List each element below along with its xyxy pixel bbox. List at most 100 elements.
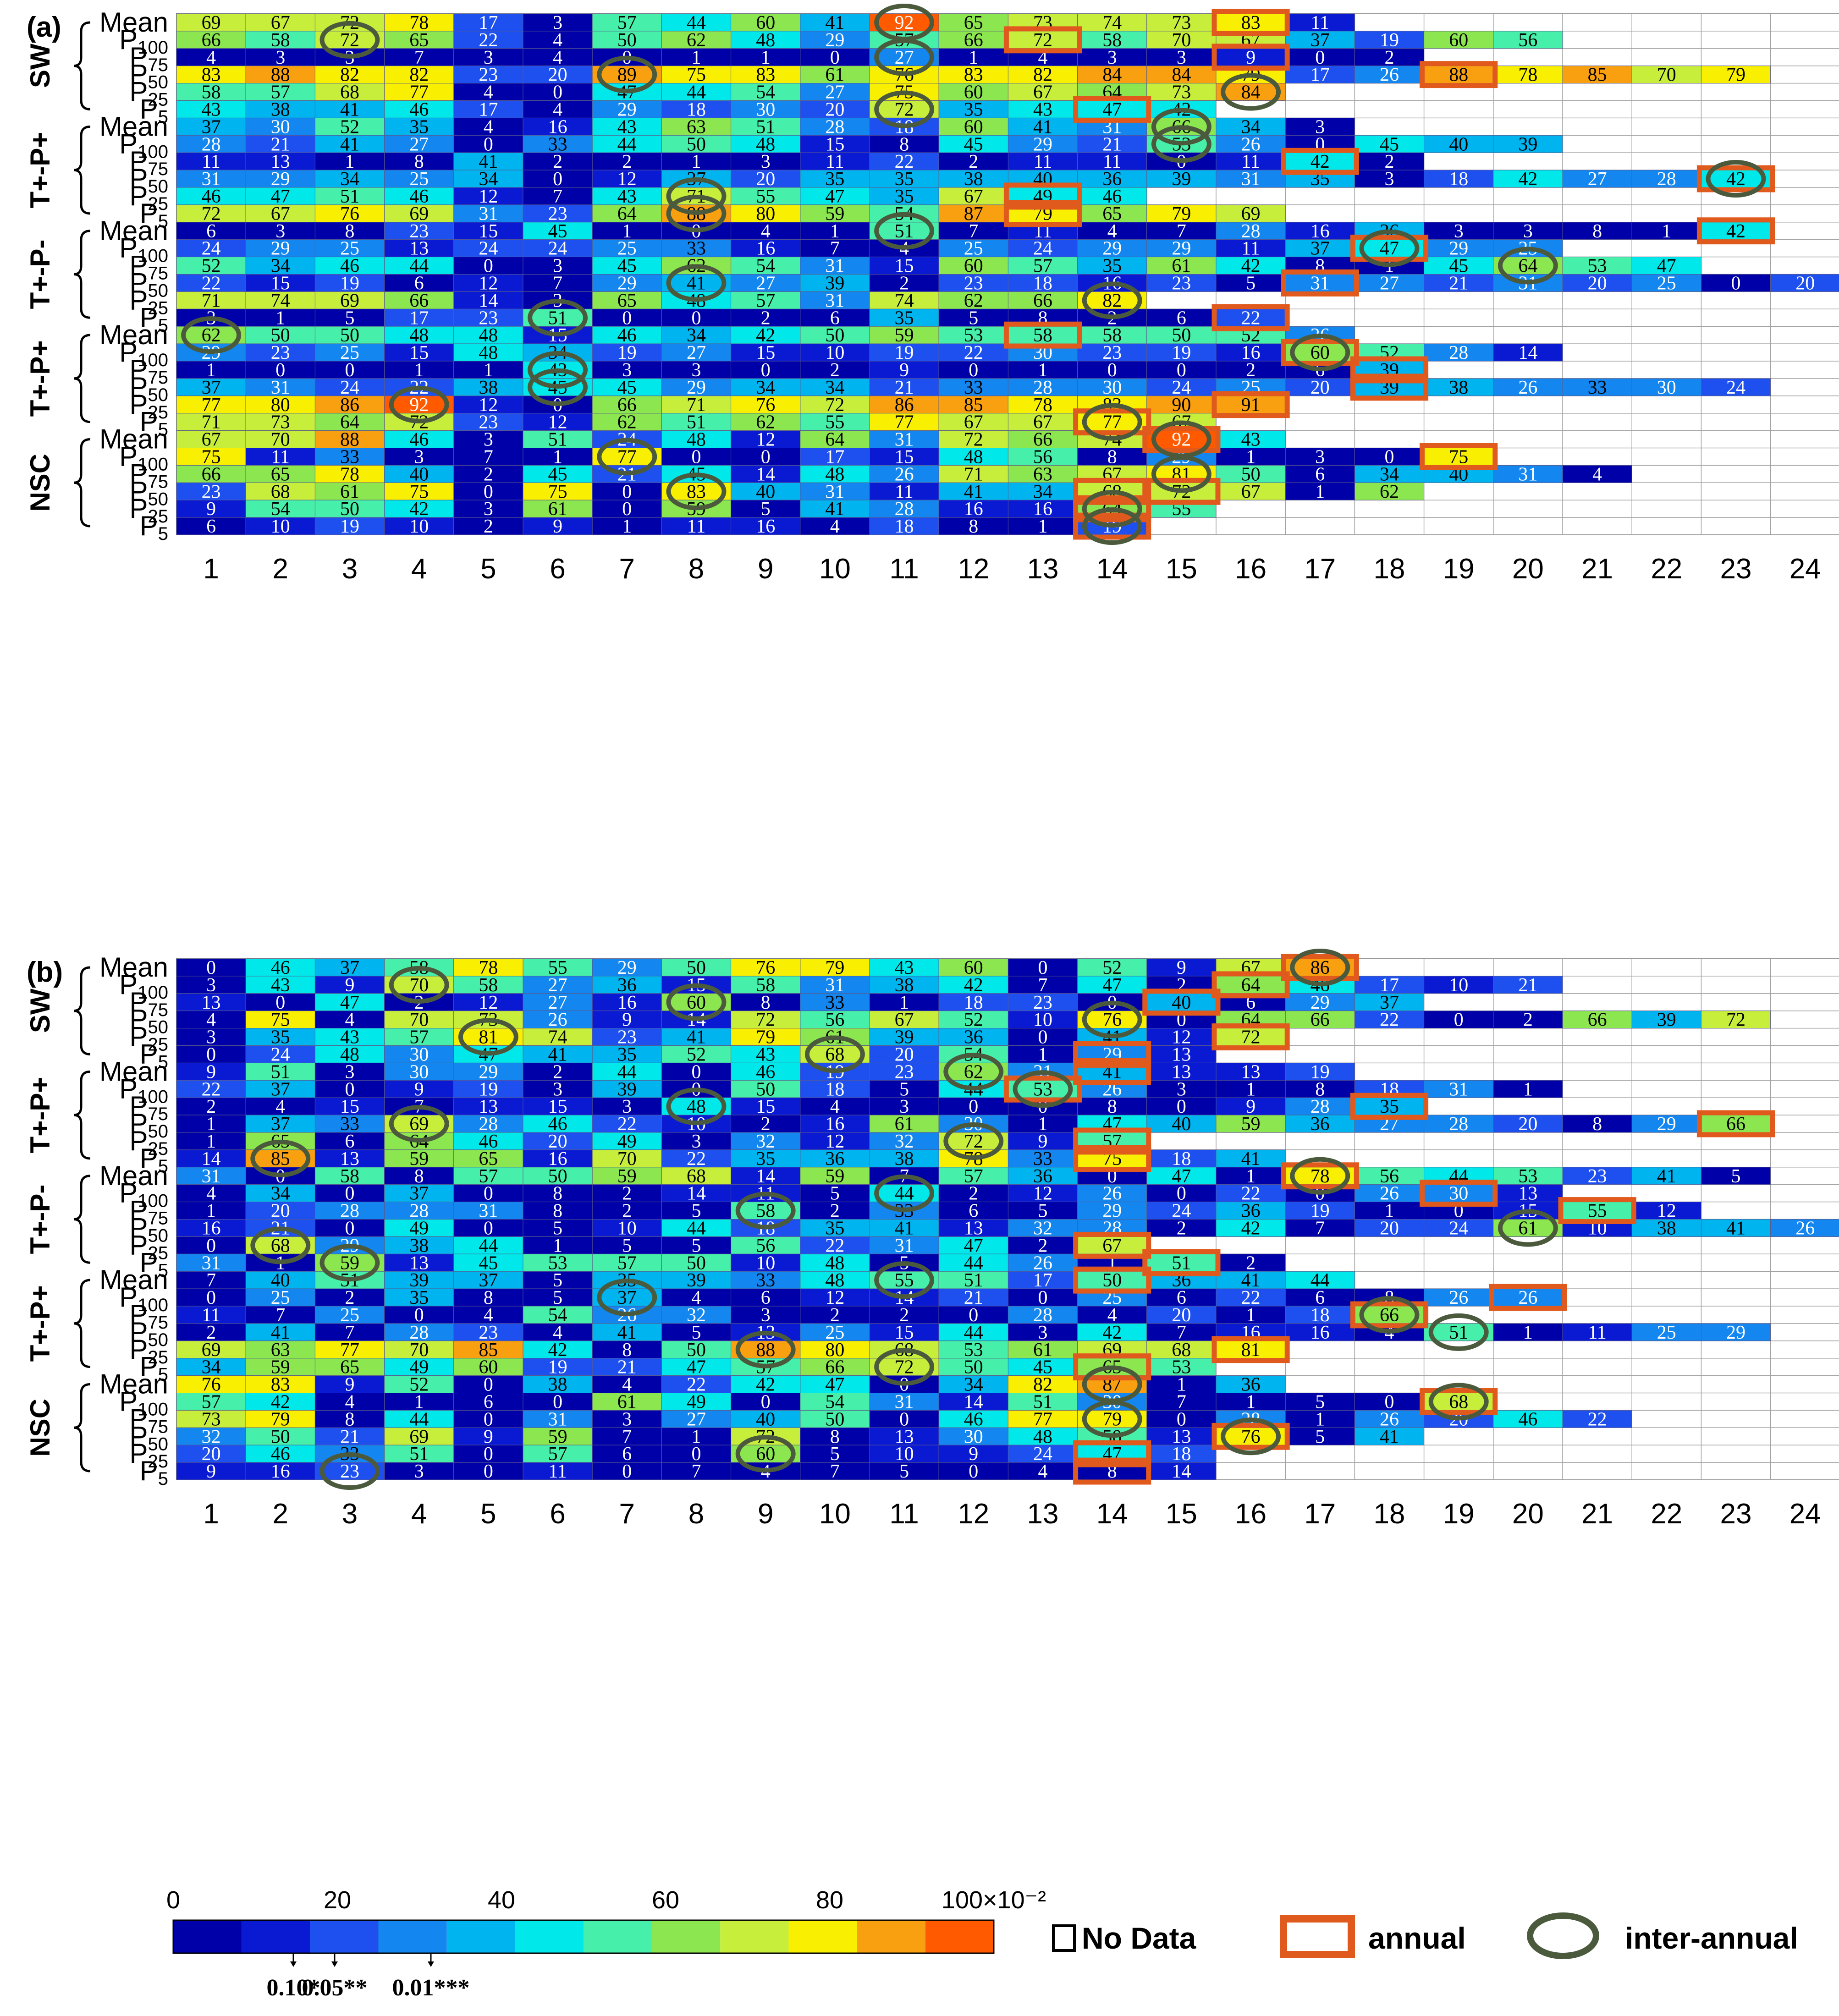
cell-value: 11 — [1588, 1322, 1606, 1343]
cell-value: 20 — [756, 169, 775, 190]
no-data-label: No Data — [1082, 1921, 1197, 1955]
heatmap-cell — [523, 222, 593, 240]
colorbar-bin — [242, 1920, 310, 1953]
heatmap-cell — [245, 239, 315, 258]
cell-value: 69 — [202, 12, 221, 33]
x-tick-label: 4 — [411, 1498, 427, 1530]
heatmap-cell — [938, 135, 1008, 153]
heatmap-cell — [869, 48, 939, 66]
x-tick-label: 1 — [203, 553, 219, 585]
heatmap-cell — [453, 135, 523, 153]
colorbar-bin — [446, 1920, 515, 1953]
cell-value: 69 — [1241, 203, 1261, 225]
cell-value: 1 — [1523, 1322, 1533, 1343]
colorbar-bin — [857, 1920, 925, 1953]
heatmap-cell — [523, 117, 593, 136]
group-brace — [73, 966, 91, 1055]
cell-value: 27 — [825, 82, 844, 103]
cell-value: 85 — [1588, 65, 1607, 86]
cell-value: 36 — [1310, 1114, 1330, 1135]
cell-value: 61 — [825, 65, 844, 86]
cell-value: 21 — [1449, 273, 1468, 294]
cell-value: 57 — [271, 82, 290, 103]
cell-value: 58 — [271, 30, 290, 51]
group-brace — [73, 334, 91, 423]
cell-value: 76 — [340, 203, 359, 225]
heatmap-cell — [384, 152, 454, 170]
heatmap-cell — [800, 239, 870, 258]
cell-value: 26 — [1241, 134, 1261, 155]
cell-value: 41 — [1033, 116, 1052, 137]
cell-value: 0 — [484, 1461, 493, 1482]
heatmap-cell — [800, 13, 870, 32]
cell-value: 20 — [1795, 273, 1815, 294]
heatmap-cell — [523, 239, 593, 258]
heatmap-cell — [245, 222, 315, 240]
cell-value: 22 — [1588, 1409, 1607, 1430]
cell-value: 7 — [414, 47, 424, 68]
heatmap-cell — [938, 100, 1008, 118]
cell-value: 20 — [1518, 1114, 1537, 1135]
cell-value: 9 — [1246, 47, 1255, 68]
colorbar-bin — [925, 1920, 994, 1953]
cell-value: 91 — [1241, 395, 1261, 416]
cell-value: 29 — [1033, 134, 1052, 155]
x-tick-label: 20 — [1512, 1498, 1544, 1530]
heatmap-cell — [1701, 170, 1771, 188]
cell-value: 11 — [1311, 12, 1329, 33]
cell-value: 22 — [1380, 1010, 1399, 1031]
cell-value: 9 — [206, 1461, 216, 1482]
group-brace — [73, 21, 91, 110]
heatmap-cell — [176, 152, 246, 170]
cell-value: 8 — [414, 151, 424, 172]
x-tick-label: 23 — [1720, 1498, 1752, 1530]
cell-value: 5 — [899, 1461, 909, 1482]
heatmap-cell — [800, 170, 870, 188]
x-tick-label: 12 — [958, 1498, 989, 1530]
heatmap-cell — [592, 170, 662, 188]
group-brace — [73, 230, 91, 319]
cell-value: 74 — [1102, 12, 1122, 33]
cell-value: 24 — [1033, 238, 1052, 259]
colorbar-tick-label: 20 — [324, 1886, 351, 1914]
cell-value: 4 — [830, 516, 840, 537]
cell-value: 25 — [964, 238, 983, 259]
heatmap-cell — [731, 117, 801, 136]
heatmap-cell — [245, 170, 315, 188]
cell-value: 27 — [895, 47, 914, 68]
cell-value: 25 — [617, 238, 637, 259]
heatmap-cell — [245, 100, 315, 118]
heatmap-cell — [938, 239, 1008, 258]
cell-value: 6 — [206, 221, 216, 242]
cell-value: 28 — [1657, 169, 1676, 190]
cell-value: 29 — [1726, 1322, 1745, 1343]
cell-value: 48 — [756, 134, 775, 155]
heatmap-cell — [938, 66, 1008, 84]
cell-value: 3 — [1107, 47, 1117, 68]
heatmap-cell — [245, 117, 315, 136]
cell-value: 43 — [617, 116, 637, 137]
cell-value: 4 — [1107, 221, 1117, 242]
cell-value: 67 — [1033, 82, 1052, 103]
group-label: NSC — [25, 454, 55, 512]
x-tick-label: 14 — [1096, 553, 1128, 585]
cell-value: 0 — [1315, 47, 1325, 68]
cell-value: 46 — [409, 99, 429, 120]
cell-value: 72 — [895, 99, 914, 120]
cell-value: 3 — [484, 47, 493, 68]
cell-value: 46 — [202, 186, 221, 207]
heatmap-cell — [1285, 152, 1355, 170]
cell-value: 65 — [409, 30, 429, 51]
cell-value: 29 — [617, 99, 637, 120]
cell-value: 23 — [1172, 273, 1191, 294]
heatmap-cell — [1216, 117, 1286, 136]
cell-value: 47 — [1102, 99, 1122, 120]
group-brace — [73, 1279, 91, 1368]
cell-value: 14 — [1172, 1461, 1191, 1482]
heatmap-cell — [938, 117, 1008, 136]
heatmap-cell — [176, 83, 246, 101]
cell-value: 41 — [340, 134, 359, 155]
cell-value: 45 — [1380, 134, 1399, 155]
colorbar-bin — [515, 1920, 584, 1953]
